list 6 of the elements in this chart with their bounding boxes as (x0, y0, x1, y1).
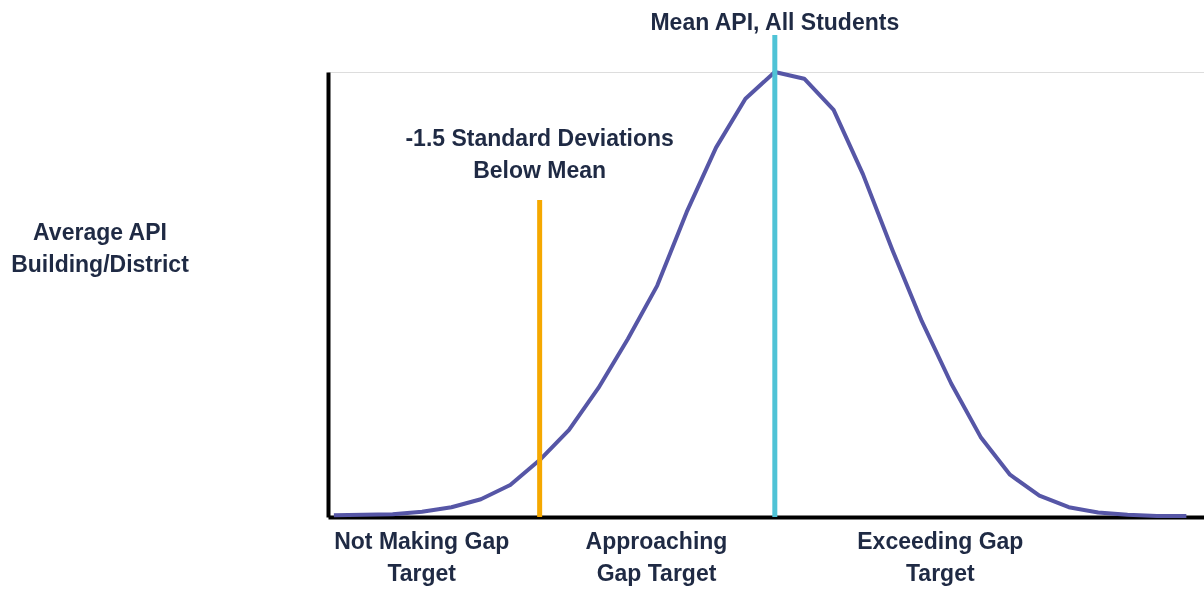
text: Approaching Gap Target (585, 528, 728, 586)
text: Not Making Gap Target (334, 528, 510, 586)
text: Exceeding Gap Target (857, 528, 1024, 586)
text: Average API Building/District (11, 219, 190, 277)
annotation: -1.5 Standard Deviations Below Mean (405, 125, 674, 183)
text: Mean API, All Students (650, 9, 900, 35)
